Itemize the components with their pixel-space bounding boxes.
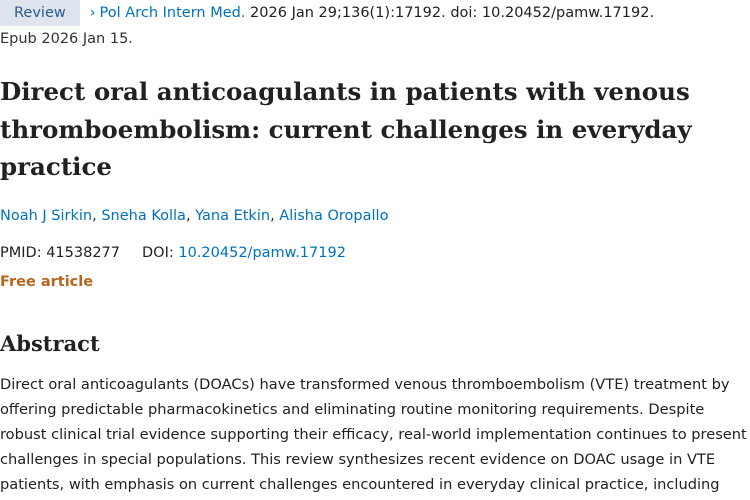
pmid-label: PMID: bbox=[0, 245, 42, 261]
author-link[interactable]: Alisha Oropallo bbox=[279, 208, 389, 224]
article-title: Direct oral anticoagulants in patients w… bbox=[0, 77, 692, 181]
free-article-label: Free article bbox=[0, 274, 94, 290]
citation-line: Review › Pol Arch Intern Med. 2026 Jan 29;… bbox=[0, 0, 750, 26]
doi-label: DOI: bbox=[142, 245, 174, 261]
abstract-text: Direct oral anticoagulants (DOACs) have … bbox=[0, 376, 747, 493]
doi-link[interactable]: 10.20452/pamw.17192 bbox=[178, 245, 346, 261]
author-link[interactable]: Sneha Kolla bbox=[101, 208, 186, 224]
author-link[interactable]: Noah J Sirkin bbox=[0, 208, 93, 224]
chevron-right-icon: › bbox=[89, 5, 96, 21]
identifiers: PMID: 41538277 DOI: 10.20452/pamw.17192 bbox=[0, 245, 346, 261]
authors-list: Noah J Sirkin, Sneha Kolla, Yana Etkin, … bbox=[0, 208, 389, 224]
citation-details: 2026 Jan 29;136(1):17192. doi: 10.20452/… bbox=[245, 5, 655, 21]
publication-type-badge: Review bbox=[0, 0, 80, 26]
pmid-value: 41538277 bbox=[46, 245, 121, 261]
author-link[interactable]: Yana Etkin bbox=[195, 208, 271, 224]
abstract-heading: Abstract bbox=[0, 331, 100, 356]
journal-link[interactable]: Pol Arch Intern Med. bbox=[99, 5, 246, 21]
epub-date: Epub 2026 Jan 15. bbox=[0, 31, 133, 47]
